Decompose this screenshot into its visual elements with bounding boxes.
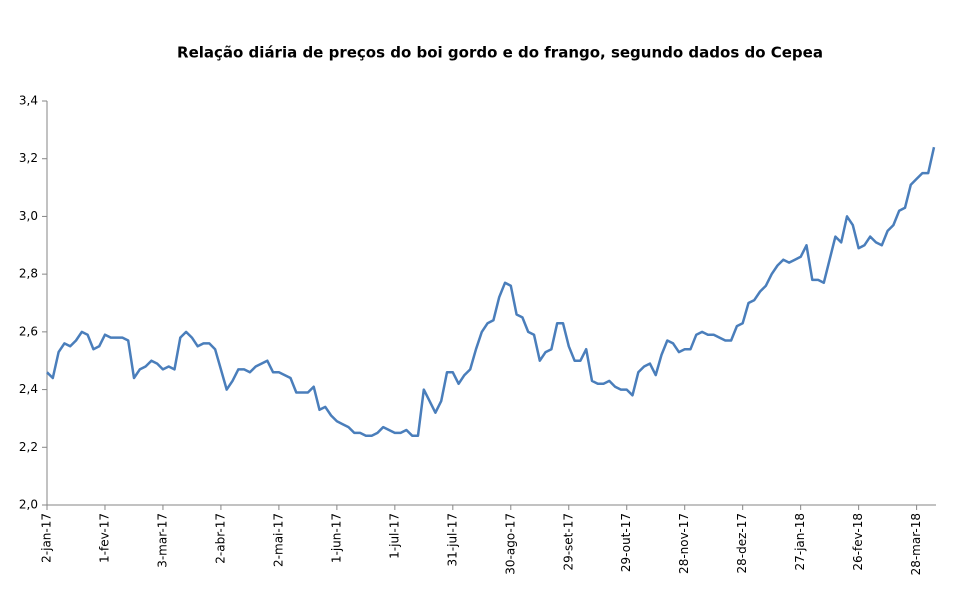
data-line [46,146,936,437]
x-tick-label: 1-jul-17 [387,513,401,559]
x-tick-label: 28-mar-18 [909,513,923,575]
x-tick-label: 1-jun-17 [329,513,343,563]
y-tick-label: 3,0 [19,209,38,223]
y-tick-label: 2,0 [19,498,38,512]
x-tick-label: 28-dez-17 [735,513,749,574]
y-tick-label: 2,2 [19,440,38,454]
y-tick-label: 3,2 [19,151,38,165]
chart-title: Relação diária de preços do boi gordo e … [177,44,823,62]
y-tick-label: 2,4 [19,382,38,396]
x-tick-label: 28-nov-17 [677,513,691,574]
x-tick-label: 2-jan-17 [40,513,54,563]
y-tick-label: 3,4 [19,94,38,108]
y-tick-label: 2,8 [19,267,38,281]
y-tick-label: 2,6 [19,324,38,338]
x-tick-label: 29-set-17 [561,513,575,571]
x-tick-label: 27-jan-18 [793,513,807,571]
x-tick-label: 29-out-17 [619,513,633,572]
x-tick-label: 2-mai-17 [271,513,285,567]
x-tick-label: 2-abr-17 [213,513,227,564]
x-tick-label: 26-fev-18 [851,513,865,571]
x-tick-label: 3-mar-17 [155,513,169,568]
x-tick-label: 1-fev-17 [97,513,111,563]
x-tick-label: 30-ago-17 [503,513,517,575]
x-tick-label: 31-jul-17 [445,513,459,566]
